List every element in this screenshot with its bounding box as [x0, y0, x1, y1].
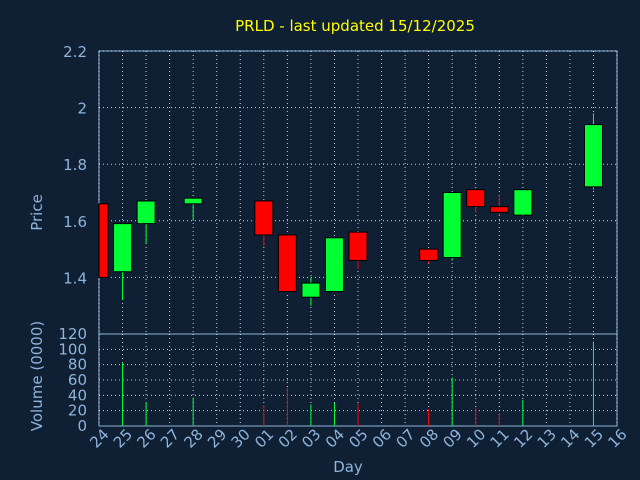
volume-tick-label: 20: [68, 402, 87, 420]
x-tick-label: 14: [557, 425, 583, 451]
x-tick-label: 01: [251, 425, 277, 451]
candle-body: [254, 200, 274, 236]
candle-body: [113, 223, 133, 273]
price-tick-label: 1.8: [63, 156, 87, 174]
candle-body: [183, 197, 203, 205]
candle-body: [98, 203, 109, 278]
volume-tick-label: 0: [77, 417, 87, 435]
x-tick-label: 24: [86, 425, 112, 451]
x-tick-label: 29: [204, 425, 230, 451]
volume-tick-label: 120: [58, 325, 87, 343]
x-tick-label: 06: [369, 425, 395, 451]
x-tick-label: 09: [440, 425, 466, 451]
x-tick-label: 16: [604, 425, 630, 451]
candle-body: [489, 206, 509, 213]
x-tick-label: 08: [416, 425, 442, 451]
x-tick-label: 30: [228, 425, 254, 451]
candle-body: [419, 248, 439, 261]
candle-body: [348, 231, 368, 261]
candle-body: [324, 237, 344, 293]
candle-body: [513, 189, 533, 216]
candle-body: [583, 124, 603, 188]
volume-tick-label: 80: [68, 356, 87, 374]
x-tick-label: 11: [487, 425, 513, 451]
candle-body: [136, 200, 156, 225]
x-tick-label: 10: [463, 425, 489, 451]
candle-body: [466, 189, 486, 208]
x-axis-label: Day: [333, 458, 363, 476]
volume-tick-label: 60: [68, 371, 87, 389]
x-tick-label: 15: [581, 425, 607, 451]
x-tick-label: 04: [322, 425, 348, 451]
x-tick-label: 28: [181, 425, 207, 451]
x-tick-label: 13: [534, 425, 560, 451]
x-tick-label: 12: [510, 425, 536, 451]
x-tick-label: 27: [157, 425, 183, 451]
candle-body: [277, 234, 297, 293]
price-tick-label: 2.2: [63, 43, 87, 61]
price-tick-label: 1.6: [63, 213, 87, 231]
x-tick-label: 07: [392, 425, 418, 451]
x-tick-label: 26: [133, 425, 159, 451]
x-tick-label: 02: [275, 425, 301, 451]
price-tick-label: 2: [77, 100, 87, 118]
chart-title: PRLD - last updated 15/12/2025: [235, 17, 475, 35]
price-axis-label: Price: [28, 194, 46, 231]
price-tick-label: 1.4: [63, 269, 87, 287]
candle-body: [301, 282, 321, 298]
x-tick-label: 03: [298, 425, 324, 451]
volume-axis-label: Volume (0000): [28, 321, 46, 431]
x-tick-label: 05: [345, 425, 371, 451]
x-tick-label: 25: [110, 425, 136, 451]
volume-tick-label: 40: [68, 386, 87, 404]
candle-body: [442, 192, 462, 259]
volume-tick-label: 100: [58, 340, 87, 358]
